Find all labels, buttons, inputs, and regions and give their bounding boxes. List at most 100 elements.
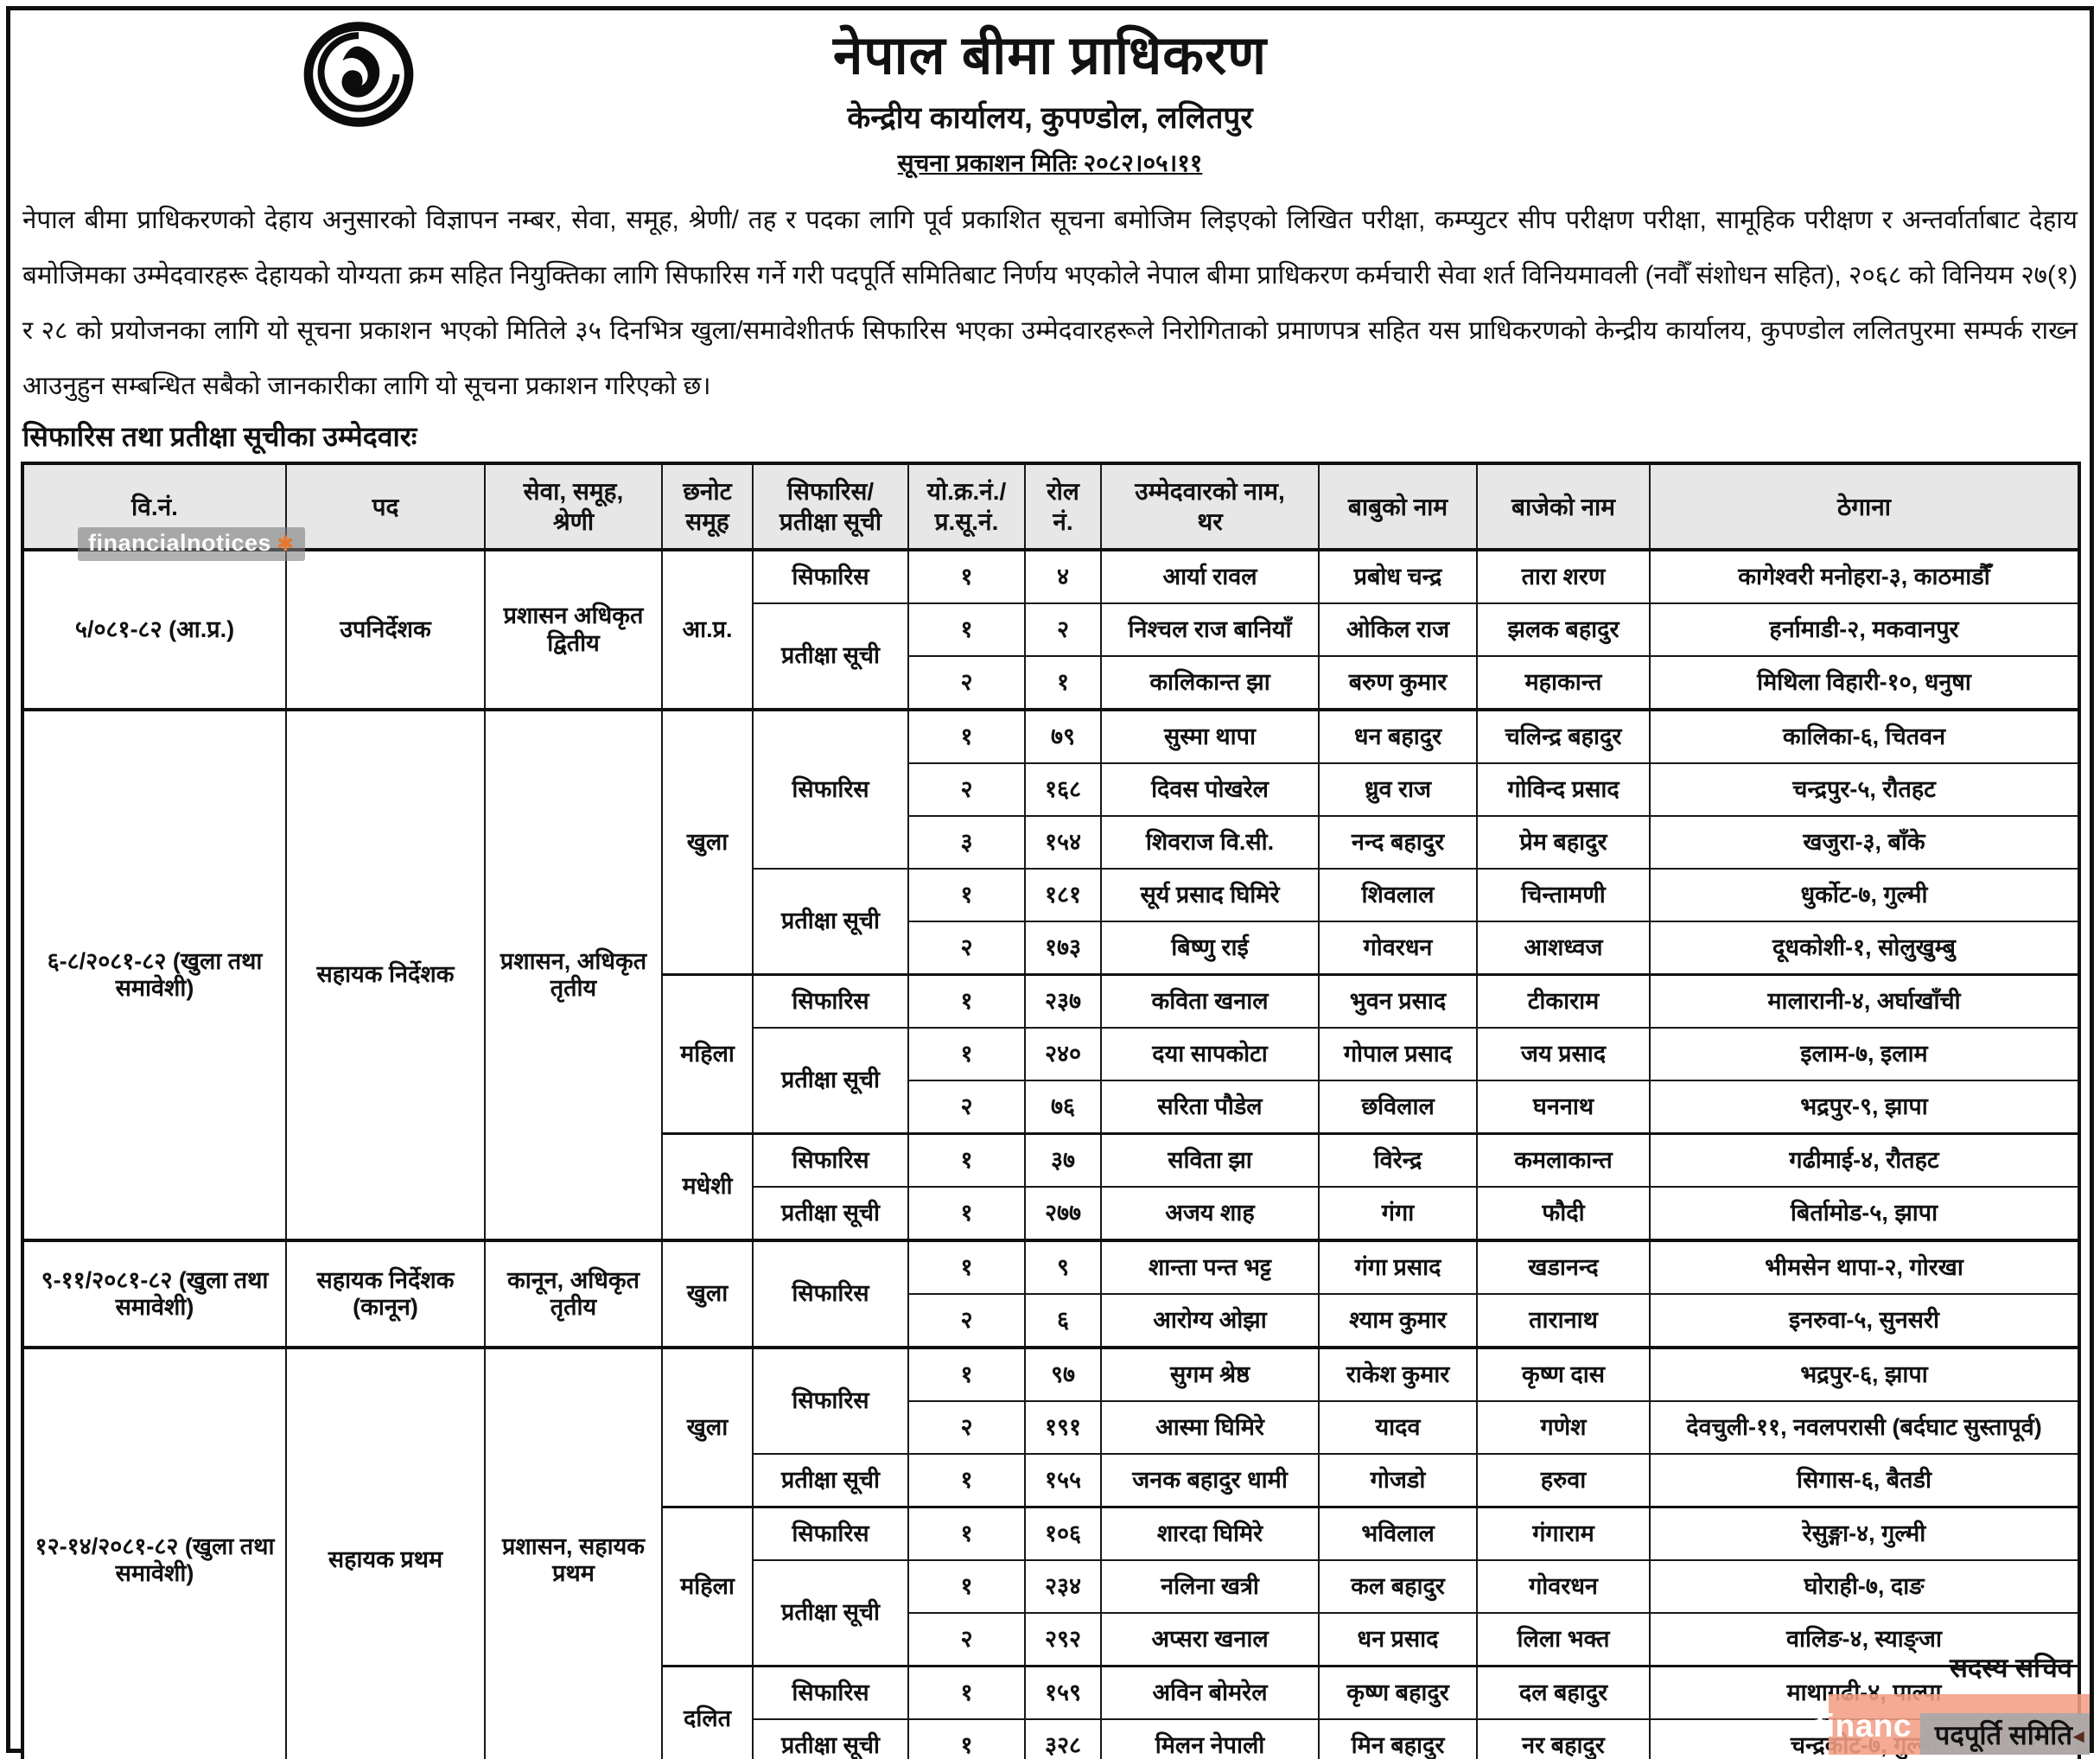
table-row: प्रतीक्षा सूची १ १५५ जनक बहादुर धामी गोजडो हर… [22, 1453, 2080, 1508]
table-row: २ १६८ दिवस पोखरेल ध्रुव राज गोविन्द प्रसाद चन… [22, 762, 2080, 817]
father-name-cell: गंगा [1318, 1186, 1478, 1241]
roll-number-cell: १९१ [1024, 1400, 1102, 1455]
grandfather-name-cell: चिन्तामणी [1476, 868, 1651, 922]
father-name-cell: कल बहादुर [1318, 1559, 1478, 1614]
selection-group-cell: आ.प्र. [661, 548, 754, 711]
candidate-name-cell: अप्सरा खनाल [1100, 1612, 1320, 1667]
merit-number-cell: २ [907, 655, 1026, 711]
father-name-cell: श्याम कुमार [1318, 1293, 1478, 1348]
father-name-cell: ध्रुव राज [1318, 762, 1478, 817]
roll-number-cell: १६८ [1024, 762, 1102, 817]
table-row: २ ७६ सरिता पौडेल छविलाल घननाथ भद्रपुर-९, झापा [22, 1080, 2080, 1135]
selection-group-cell: महिला [661, 1506, 754, 1667]
roll-number-cell: २३७ [1024, 973, 1102, 1029]
address-cell: रेसुङ्गा-४, गुल्मी [1649, 1506, 2080, 1561]
roll-number-cell: २४० [1024, 1027, 1102, 1081]
grandfather-name-cell: कमलाकान्त [1476, 1132, 1651, 1188]
list-type-cell: प्रतीक्षा सूची [752, 1718, 909, 1759]
grandfather-name-cell: टीकाराम [1476, 973, 1651, 1029]
grandfather-name-cell: दल बहादुर [1476, 1665, 1651, 1720]
merit-number-cell: २ [907, 921, 1026, 976]
grandfather-name-cell: घननाथ [1476, 1080, 1651, 1135]
candidate-name-cell: सुगम श्रेष्ठ [1100, 1346, 1320, 1402]
father-name-cell: भविलाल [1318, 1506, 1478, 1561]
merit-number-cell: १ [907, 1132, 1026, 1188]
grandfather-name-cell: फौदी [1476, 1186, 1651, 1241]
address-cell: वालिङ-४, स्याङ्जा [1649, 1612, 2080, 1667]
grandfather-name-cell: तारानाथ [1476, 1293, 1651, 1348]
service-group-cell: प्रशासन, अधिकृत तृतीय [484, 708, 663, 1241]
col-header-candidate-name: उम्मेदवारको नाम, थर [1100, 462, 1320, 551]
financialnotices-watermark-partial-text: financ [1815, 1708, 1912, 1743]
table-row: २ १ कालिकान्त झा बरुण कुमार महाकान्त मिथिला व… [22, 655, 2080, 711]
merit-number-cell: १ [907, 1453, 1026, 1508]
selection-group-cell: मधेशी [661, 1132, 754, 1241]
merit-number-cell: १ [907, 1718, 1026, 1759]
table-row: ५/०८१-८२ (आ.प्र.) उपनिर्देशक प्रशासन अधिकृ… [22, 548, 2080, 711]
father-name-cell: विरेन्द्र [1318, 1132, 1478, 1188]
address-cell: घोराही-७, दाङ [1649, 1559, 2080, 1614]
advertisement-number-cell: ९-११/२०८१-८२ (खुला तथा समावेशी) [22, 1239, 287, 1348]
intro-paragraph: नेपाल बीमा प्राधिकरणको देहाय अनुसारको वि… [22, 206, 2078, 400]
address-cell: कालिका-६, चितवन [1649, 708, 2080, 764]
merit-number-cell: १ [907, 868, 1026, 922]
address-cell: चन्द्रपुर-५, रौतहट [1649, 762, 2080, 817]
notice-header: नेपाल बीमा प्राधिकरण केन्द्रीय कार्यालय,… [0, 0, 2100, 179]
table-row: २ ६ आरोग्य ओझा श्याम कुमार तारानाथ इनरुवा-५, … [22, 1293, 2080, 1348]
selection-group-cell: दलित [661, 1665, 754, 1759]
roll-number-cell: ६ [1024, 1293, 1102, 1348]
post-cell: उपनिर्देशक [285, 548, 486, 711]
watermark-accent-icon: ✱ [277, 532, 295, 556]
candidate-name-cell: सूर्य प्रसाद घिमिरे [1100, 868, 1320, 922]
table-row: प्रतीक्षा सूची १ २४० दया सापकोटा गोपाल प्रसा… [22, 1027, 2080, 1135]
list-type-cell: सिफारिस [752, 1239, 909, 1348]
candidate-name-cell: कविता खनाल [1100, 973, 1320, 1029]
table-row: प्रतीक्षा सूची १ १८१ सूर्य प्रसाद घिमिरे शिव… [22, 868, 2080, 976]
merit-number-cell: १ [907, 1665, 1026, 1720]
roll-number-cell: १५९ [1024, 1665, 1102, 1720]
grandfather-name-cell: जय प्रसाद [1476, 1027, 1651, 1081]
publication-date: सूचना प्रकाशन मितिः २०८२।०५।११ [897, 150, 1203, 176]
merit-number-cell: १ [907, 1027, 1026, 1081]
grandfather-name-cell: झलक बहादुर [1476, 602, 1651, 657]
merit-number-cell: १ [907, 1239, 1026, 1295]
col-header-post: पद [285, 462, 486, 551]
roll-number-cell: ९ [1024, 1239, 1102, 1295]
father-name-cell: धन प्रसाद [1318, 1612, 1478, 1667]
candidate-name-cell: सरिता पौडेल [1100, 1080, 1320, 1135]
merit-number-cell: १ [907, 548, 1026, 604]
grandfather-name-cell: गोवरधन [1476, 1559, 1651, 1614]
father-name-cell: मिन बहादुर [1318, 1718, 1478, 1759]
logo-emblem-icon [303, 22, 414, 127]
address-cell: इनरुवा-५, सुनसरी [1649, 1293, 2080, 1348]
candidate-name-cell: बिष्णु राई [1100, 921, 1320, 976]
table-row: ३ १५४ शिवराज वि.सी. नन्द बहादुर प्रेम बहादुर… [22, 815, 2080, 870]
roll-number-cell: २ [1024, 602, 1102, 657]
table-row: प्रतीक्षा सूची १ २ निश्चल राज बानियाँ ओकिल र… [22, 602, 2080, 711]
father-name-cell: राकेश कुमार [1318, 1346, 1478, 1402]
candidate-name-cell: दिवस पोखरेल [1100, 762, 1320, 817]
signature-committee: पदपूर्ति समिति [1934, 1720, 2072, 1750]
table-row: प्रतीक्षा सूची १ २७७ अजय शाह गंगा फौदी बिर्ताम… [22, 1186, 2080, 1241]
post-cell: सहायक निर्देशक [285, 708, 486, 1241]
watermark-text: financialnotices [88, 530, 272, 556]
address-cell: मालारानी-४, अर्घाखाँची [1649, 973, 2080, 1029]
address-cell: गढीमाई-४, रौतहट [1649, 1132, 2080, 1188]
selection-group-cell: खुला [661, 1346, 754, 1508]
roll-number-cell: २३४ [1024, 1559, 1102, 1614]
address-cell: कागेश्वरी मनोहरा-३, काठमाडौँ [1649, 548, 2080, 604]
candidate-name-cell: निश्चल राज बानियाँ [1100, 602, 1320, 657]
table-row: ९-११/२०८१-८२ (खुला तथा समावेशी) सहायक निर… [22, 1239, 2080, 1348]
post-cell: सहायक निर्देशक (कानून) [285, 1239, 486, 1348]
candidate-name-cell: मिलन नेपाली [1100, 1718, 1320, 1759]
table-row: प्रतीक्षा सूची १ २३४ नलिना खत्री कल बहादुर गो… [22, 1559, 2080, 1667]
col-header-father-name: बाबुको नाम [1318, 462, 1478, 551]
roll-number-cell: ७९ [1024, 708, 1102, 764]
address-cell: मिथिला विहारी-१०, धनुषा [1649, 655, 2080, 711]
section-heading: सिफारिस तथा प्रतीक्षा सूचीका उम्मेदवारः [22, 421, 417, 452]
candidate-name-cell: सुस्मा थापा [1100, 708, 1320, 764]
father-name-cell: धन बहादुर [1318, 708, 1478, 764]
roll-number-cell: १५५ [1024, 1453, 1102, 1508]
page-title: नेपाल बीमा प्राधिकरण [832, 26, 1268, 86]
